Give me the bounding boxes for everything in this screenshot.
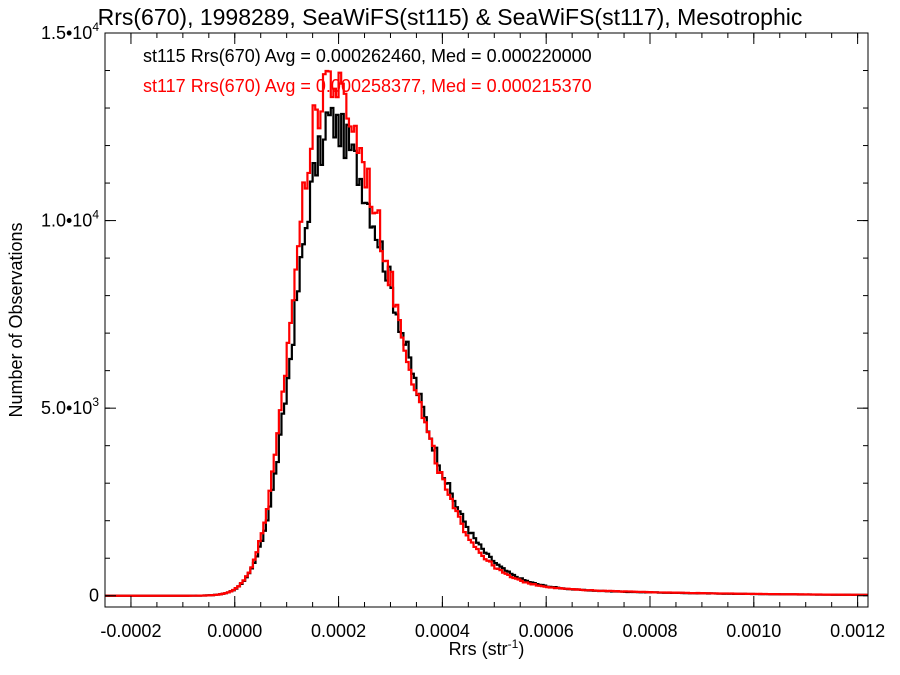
y-tick-label: 1.0•104 bbox=[41, 208, 99, 231]
x-tick-label: 0.0004 bbox=[415, 621, 470, 641]
x-tick-label: 0.0010 bbox=[726, 621, 781, 641]
x-tick-label: 0.0002 bbox=[311, 621, 366, 641]
y-tick-label: 5.0•103 bbox=[41, 395, 99, 418]
chart-title: Rrs(670), 1998289, SeaWiFS(st115) & SeaW… bbox=[97, 4, 803, 30]
plot-frame bbox=[104, 32, 869, 608]
labels-layer: -0.0002 0.0000 0.0002 0.0004 0.0006 0.0008 0.0… bbox=[6, 20, 885, 659]
y-axis-label: Number of Observations bbox=[6, 222, 26, 417]
y-tick-label: 1.5•104 bbox=[41, 20, 99, 43]
series-st117-line bbox=[105, 69, 868, 597]
x-tick-label: 0.0006 bbox=[519, 621, 574, 641]
annotation-st117: st117 Rrs(670) Avg = 0.000258377, Med = … bbox=[143, 76, 592, 96]
x-tick-label: 0.0000 bbox=[207, 621, 262, 641]
series-layer bbox=[105, 69, 868, 597]
x-tick-label: 0.0012 bbox=[830, 621, 885, 641]
x-axis-label: Rrs (str-1) bbox=[449, 637, 525, 659]
axes-layer bbox=[104, 32, 869, 608]
series-st115-line bbox=[105, 106, 868, 597]
x-tick-label: 0.0008 bbox=[622, 621, 677, 641]
x-tick-label: -0.0002 bbox=[100, 621, 161, 641]
annotation-st115: st115 Rrs(670) Avg = 0.000262460, Med = … bbox=[143, 46, 592, 66]
y-tick-label: 0 bbox=[89, 586, 99, 606]
